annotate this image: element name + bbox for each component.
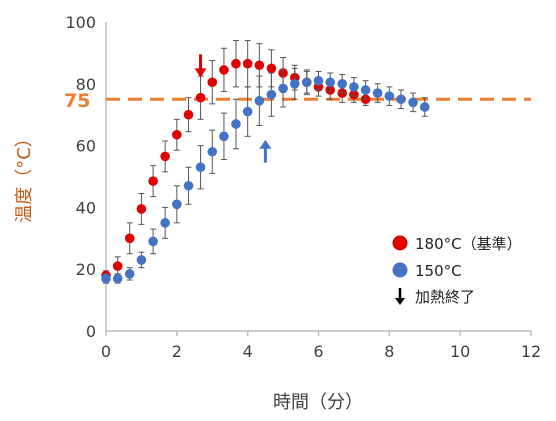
data-point xyxy=(136,255,147,265)
data-point xyxy=(254,95,265,106)
data-point xyxy=(372,88,383,98)
data-point xyxy=(419,102,430,112)
data-point xyxy=(172,129,182,140)
y-tick-label: 60 xyxy=(76,137,96,156)
data-point xyxy=(148,236,158,247)
data-point xyxy=(289,79,300,89)
data-point xyxy=(408,97,418,108)
y-tick-label: 80 xyxy=(76,75,96,94)
data-point xyxy=(254,60,265,71)
data-point xyxy=(136,204,147,214)
data-point xyxy=(337,79,348,89)
data-point xyxy=(207,77,218,88)
data-point xyxy=(266,63,277,74)
reference-line-label: 75 xyxy=(64,90,90,112)
x-axis-title: 時間（分） xyxy=(273,392,363,413)
legend-marker-150 xyxy=(392,262,408,278)
x-tick-label: 8 xyxy=(384,342,394,361)
arrow-down-icon xyxy=(194,54,207,78)
data-point xyxy=(384,91,395,101)
data-point xyxy=(160,151,170,162)
data-point xyxy=(325,77,335,88)
data-point xyxy=(148,176,158,186)
legend-label-150: 150°C xyxy=(415,262,462,280)
y-tick-labels: 0 20 40 60 80 100 xyxy=(65,13,96,341)
y-tick-label: 100 xyxy=(65,13,96,32)
series-layer xyxy=(101,40,430,284)
data-point xyxy=(231,58,241,69)
y-tick-label: 20 xyxy=(76,260,96,279)
data-point xyxy=(396,94,406,105)
data-point xyxy=(195,162,206,173)
series-150 xyxy=(101,67,430,284)
x-tick-label: 2 xyxy=(172,342,182,361)
x-tick-label: 10 xyxy=(450,342,470,361)
data-point xyxy=(313,75,324,86)
legend-arrow-down-icon xyxy=(395,288,405,305)
data-point xyxy=(266,89,277,100)
data-point xyxy=(172,199,182,210)
y-axis-title: 温度（°C） xyxy=(14,129,35,223)
y-tick-label: 40 xyxy=(76,198,96,217)
data-point xyxy=(360,85,371,95)
x-tick-label: 12 xyxy=(521,342,541,361)
data-point xyxy=(112,273,123,284)
data-point xyxy=(101,273,111,284)
data-point xyxy=(195,92,206,103)
data-point xyxy=(242,58,253,69)
x-tick-label: 4 xyxy=(243,342,253,361)
data-point xyxy=(124,269,135,279)
x-tick-label: 6 xyxy=(313,342,323,361)
x-tick-label: 0 xyxy=(101,342,111,361)
data-point xyxy=(349,82,359,92)
legend-marker-180 xyxy=(392,235,408,251)
data-point xyxy=(278,83,288,94)
data-point xyxy=(207,146,218,157)
legend-label-180: 180°C（基準） xyxy=(415,235,522,253)
axes xyxy=(105,22,531,332)
data-point xyxy=(242,106,253,117)
data-point xyxy=(219,131,229,142)
data-point xyxy=(183,109,194,120)
legend: 180°C（基準） 150°C 加熱終了 xyxy=(392,235,522,306)
x-tick-labels: 0 2 4 6 8 10 12 xyxy=(101,331,541,361)
annotation-layer xyxy=(194,54,272,163)
data-point xyxy=(160,218,170,228)
data-point xyxy=(231,119,241,129)
legend-label-end: 加熱終了 xyxy=(415,288,475,306)
data-point xyxy=(124,233,135,244)
data-point xyxy=(219,65,229,75)
data-point xyxy=(183,180,194,191)
data-point xyxy=(112,261,123,271)
data-point xyxy=(302,77,312,88)
y-tick-label: 0 xyxy=(86,322,96,341)
arrow-up-icon xyxy=(259,139,272,163)
